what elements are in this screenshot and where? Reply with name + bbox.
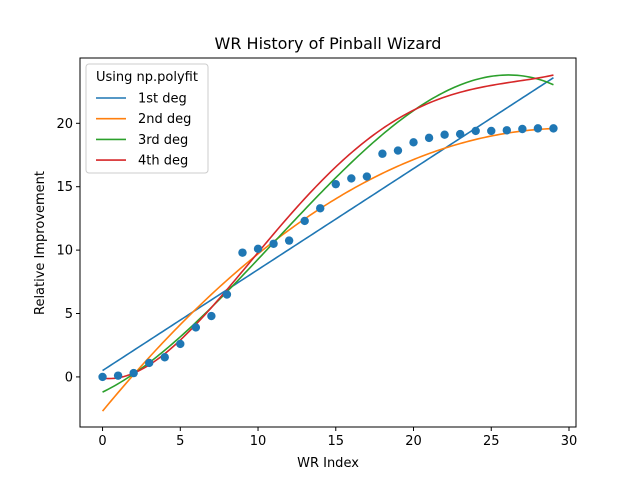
legend-items: 1st deg 2nd deg 3rd deg 4th deg xyxy=(96,92,191,169)
y-axis: 0 5 10 15 20 xyxy=(56,117,80,385)
fit-line-2nd-deg xyxy=(101,127,554,412)
data-point xyxy=(300,216,309,226)
data-point xyxy=(393,146,403,155)
data-point xyxy=(144,358,154,368)
legend-label: 1st deg xyxy=(138,92,187,107)
x-tick-label: 30 xyxy=(561,434,578,449)
legend: Using np.polyfit 1st deg 2nd deg 3rd deg 4t… xyxy=(85,63,209,174)
data-point xyxy=(98,372,107,382)
plot-area xyxy=(79,57,577,428)
data-point xyxy=(113,371,123,380)
data-point xyxy=(160,353,169,362)
legend-title: Using np.polyfit xyxy=(96,70,198,85)
data-point xyxy=(424,133,434,143)
data-point xyxy=(455,129,465,139)
data-point xyxy=(253,244,263,254)
x-tick-label: 5 xyxy=(176,434,184,449)
data-point xyxy=(129,368,138,378)
y-tick-label: 10 xyxy=(56,244,73,259)
fit-line-1st-deg xyxy=(102,77,554,372)
data-point xyxy=(471,126,480,136)
data-point xyxy=(316,204,325,213)
x-tick-label: 0 xyxy=(98,434,106,449)
data-point xyxy=(518,124,527,134)
legend-label: 2nd deg xyxy=(138,112,191,127)
y-tick-label: 15 xyxy=(56,180,73,195)
x-tick-label: 25 xyxy=(483,434,500,449)
legend-label: 3rd deg xyxy=(138,133,188,148)
data-point xyxy=(409,138,418,147)
legend-box xyxy=(85,63,209,174)
x-tick-label: 20 xyxy=(405,434,422,449)
y-tick-label: 20 xyxy=(56,117,73,132)
data-point xyxy=(207,311,216,321)
data-point xyxy=(502,126,512,135)
y-tick-label: 5 xyxy=(65,307,73,322)
y-tick-label: 0 xyxy=(65,370,73,385)
data-point xyxy=(331,179,340,189)
legend-label: 4th deg xyxy=(138,154,188,169)
fit-line-3rd-deg xyxy=(102,74,554,393)
y-axis-label: Relative Improvement xyxy=(33,171,48,315)
data-point xyxy=(549,124,558,133)
data-point xyxy=(440,130,449,139)
data-point xyxy=(176,339,185,349)
data-point xyxy=(222,290,232,299)
data-point xyxy=(269,239,278,248)
x-tick-label: 10 xyxy=(250,434,267,449)
data-point xyxy=(284,236,294,245)
data-point xyxy=(362,172,372,181)
data-point xyxy=(378,149,387,158)
data-point xyxy=(347,174,356,183)
x-axis: 0 5 10 15 20 25 30 xyxy=(98,427,577,449)
x-axis-label: WR Index xyxy=(297,456,359,471)
chart-title: WR History of Pinball Wizard xyxy=(215,34,442,53)
x-tick-label: 15 xyxy=(328,434,345,449)
data-point xyxy=(191,323,201,332)
data-point xyxy=(533,124,543,133)
data-point xyxy=(238,248,247,257)
data-point xyxy=(487,126,496,136)
plot-frame xyxy=(79,57,577,428)
data-points xyxy=(98,124,558,382)
